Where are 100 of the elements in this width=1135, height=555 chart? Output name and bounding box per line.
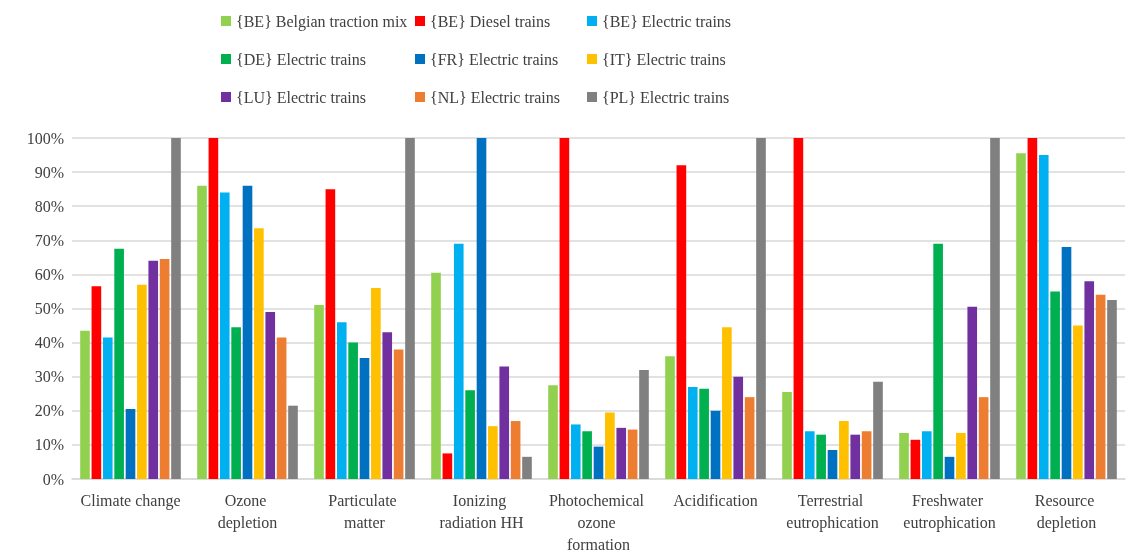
x-tick-label: Acidification <box>673 491 758 509</box>
y-tick-label: 10% <box>34 436 64 454</box>
bar <box>499 366 510 479</box>
bar <box>231 327 241 479</box>
bar <box>219 192 230 479</box>
bar <box>242 185 253 479</box>
bar <box>488 426 498 479</box>
bar <box>733 376 744 479</box>
x-tick-label: Resource depletion <box>1034 491 1099 532</box>
bar <box>559 138 570 479</box>
bar <box>208 138 219 479</box>
bar <box>687 386 698 479</box>
bar <box>665 356 675 479</box>
bar <box>710 410 721 479</box>
legend-label: {FR} Electric trains <box>430 50 559 68</box>
bar <box>197 185 207 479</box>
bar <box>1107 299 1117 479</box>
bar <box>265 311 276 479</box>
x-tick-label: Terrestrial eutrophication <box>786 491 879 532</box>
bar <box>944 456 955 479</box>
bar <box>393 349 404 479</box>
x-tick-label: Freshwater eutrophication <box>903 491 996 532</box>
bar <box>756 138 766 479</box>
bar <box>336 322 347 479</box>
bar <box>627 429 638 479</box>
bar <box>1073 325 1083 479</box>
bar <box>148 260 159 479</box>
bar <box>453 243 464 479</box>
bar <box>1027 138 1038 479</box>
bar <box>442 453 453 479</box>
legend-label: {BE} Diesel trains <box>430 12 551 30</box>
bar <box>288 405 298 479</box>
y-tick-label: 70% <box>34 231 64 249</box>
bar <box>80 330 90 479</box>
bar <box>325 189 336 479</box>
bar <box>910 439 921 479</box>
legend-label: {BE} Electric trains <box>602 12 732 30</box>
bar <box>956 432 966 479</box>
bar <box>722 327 732 479</box>
bar <box>616 427 627 479</box>
bar <box>676 165 687 479</box>
y-tick-label: 0% <box>42 470 64 488</box>
bar <box>921 431 932 479</box>
bar <box>359 357 370 479</box>
legend-label: {DE} Electric trains <box>236 50 366 68</box>
bar <box>605 412 615 479</box>
y-tick-label: 50% <box>34 300 64 317</box>
y-tick-label: 30% <box>34 368 64 386</box>
bar <box>371 288 381 479</box>
y-tick-label: 100% <box>26 129 64 147</box>
x-tick-label: Ozone depletion <box>217 491 278 532</box>
bar <box>1050 291 1060 479</box>
bar <box>476 138 487 479</box>
bar <box>699 388 709 479</box>
bar <box>933 243 943 479</box>
bar <box>276 337 287 479</box>
legend-label: {BE} Belgian traction mix <box>236 12 408 31</box>
bar <box>816 434 826 479</box>
bar <box>431 272 441 479</box>
bar <box>91 286 102 479</box>
bar <box>978 397 989 479</box>
bar <box>171 138 181 479</box>
bar <box>114 248 124 479</box>
bar <box>102 337 113 479</box>
bar <box>1084 281 1095 479</box>
bar <box>1038 155 1049 479</box>
bar <box>1016 153 1026 479</box>
bar <box>639 369 649 479</box>
bar <box>782 392 792 479</box>
bar <box>1095 294 1106 479</box>
bar <box>465 390 475 479</box>
bar <box>159 259 170 479</box>
bar <box>382 332 393 479</box>
bar <box>125 409 136 479</box>
bar <box>793 138 804 479</box>
bar <box>348 342 358 479</box>
bar <box>827 450 838 479</box>
legend-label: {PL} Electric trains <box>602 88 730 106</box>
x-tick-label: Ionizing radiation HH <box>439 491 524 531</box>
bar <box>314 305 324 479</box>
bar <box>405 138 415 479</box>
legend-label: {IT} Electric trains <box>602 50 726 68</box>
bar <box>804 431 815 479</box>
bar <box>744 397 755 479</box>
bar <box>990 138 1000 479</box>
y-tick-label: 40% <box>34 334 64 352</box>
x-tick-label: Photochemical ozone formation <box>548 491 649 553</box>
bar <box>254 228 264 479</box>
bar <box>570 424 581 479</box>
bar <box>593 446 604 479</box>
bar <box>850 434 861 479</box>
bar <box>1061 247 1072 479</box>
y-tick-label: 20% <box>34 402 64 420</box>
bar <box>582 431 592 479</box>
bar <box>548 385 558 479</box>
x-tick-label: Particulate matter <box>328 491 401 531</box>
bar <box>861 431 872 479</box>
bar <box>137 284 147 479</box>
y-tick-label: 60% <box>34 265 64 283</box>
legend-label: {LU} Electric trains <box>236 88 366 106</box>
